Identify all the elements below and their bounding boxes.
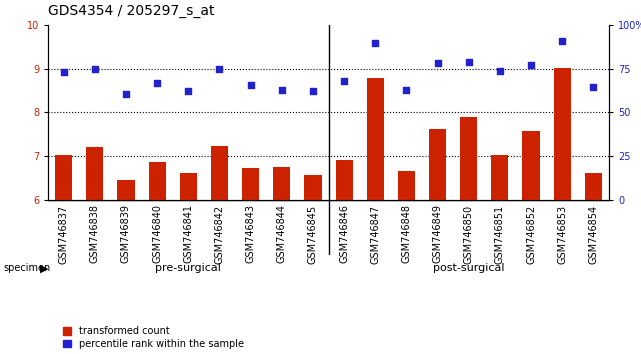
Text: GSM746840: GSM746840 [152, 204, 162, 263]
Bar [242, 168, 259, 200]
Bar [211, 146, 228, 200]
Text: GSM746854: GSM746854 [588, 204, 598, 263]
Text: specimen: specimen [3, 263, 51, 273]
Bar [55, 155, 72, 200]
Text: GSM746851: GSM746851 [495, 204, 505, 263]
Text: GSM746852: GSM746852 [526, 204, 536, 264]
Bar [585, 173, 602, 200]
Text: GSM746845: GSM746845 [308, 204, 318, 263]
Text: GSM746839: GSM746839 [121, 204, 131, 263]
Bar [522, 131, 540, 200]
Bar [273, 167, 290, 200]
Bar [491, 155, 508, 200]
Point [495, 68, 505, 74]
Text: GSM746846: GSM746846 [339, 204, 349, 263]
Point [152, 80, 162, 85]
Point [401, 87, 412, 92]
Point [58, 69, 69, 74]
Point [557, 39, 567, 44]
Text: GSM746847: GSM746847 [370, 204, 380, 263]
Point [433, 61, 443, 66]
Text: GSM746843: GSM746843 [246, 204, 256, 263]
Point [246, 82, 256, 88]
Bar [304, 175, 322, 200]
Text: GSM746850: GSM746850 [463, 204, 474, 263]
Text: GSM746841: GSM746841 [183, 204, 194, 263]
Text: GSM746844: GSM746844 [277, 204, 287, 263]
Text: GSM746842: GSM746842 [215, 204, 224, 263]
Bar [367, 78, 384, 200]
Point [183, 88, 194, 94]
Text: GSM746853: GSM746853 [557, 204, 567, 263]
Bar [117, 180, 135, 200]
Text: post-surgical: post-surgical [433, 263, 504, 273]
Text: GSM746837: GSM746837 [59, 204, 69, 263]
Bar [87, 147, 103, 200]
Point [588, 85, 599, 90]
Point [370, 40, 380, 46]
Point [121, 91, 131, 96]
Point [308, 88, 318, 94]
Bar [179, 173, 197, 200]
Text: GSM746849: GSM746849 [433, 204, 442, 263]
Bar [149, 162, 166, 200]
Point [214, 67, 224, 72]
Bar [398, 171, 415, 200]
Point [339, 78, 349, 84]
Bar [554, 68, 570, 200]
Point [277, 87, 287, 92]
Text: ▶: ▶ [40, 263, 49, 273]
Bar [335, 160, 353, 200]
Bar [460, 117, 478, 200]
Legend: transformed count, percentile rank within the sample: transformed count, percentile rank withi… [63, 326, 244, 349]
Text: GDS4354 / 205297_s_at: GDS4354 / 205297_s_at [48, 4, 215, 18]
Point [90, 67, 100, 72]
Point [463, 59, 474, 64]
Point [526, 62, 536, 68]
Text: pre-surgical: pre-surgical [155, 263, 221, 273]
Text: GSM746838: GSM746838 [90, 204, 100, 263]
Text: GSM746848: GSM746848 [401, 204, 412, 263]
Bar [429, 129, 446, 200]
